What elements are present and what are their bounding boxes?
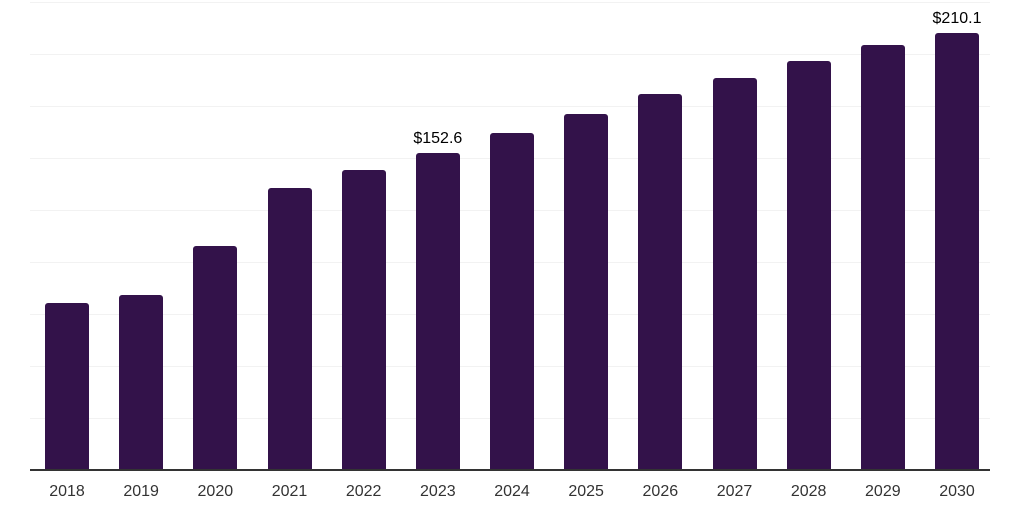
- x-tick-label-2027: 2027: [716, 483, 753, 500]
- x-tick-label-2018: 2018: [49, 483, 85, 500]
- x-tick-label-2029: 2029: [865, 483, 901, 500]
- bar-2025[interactable]: [564, 113, 609, 470]
- bar-2021[interactable]: [267, 187, 312, 470]
- bar-2028[interactable]: [786, 61, 831, 470]
- value-label-2023: $152.6: [413, 129, 463, 147]
- bar-2023[interactable]: [415, 152, 460, 470]
- x-tick-label-2022: 2022: [345, 483, 382, 500]
- x-tick-label-2021: 2021: [271, 483, 308, 500]
- bar-2019[interactable]: [119, 294, 164, 470]
- x-tick-label-2026: 2026: [642, 483, 679, 500]
- x-tick-label-2019: 2019: [123, 483, 159, 500]
- x-tick-label-2023: 2023: [420, 483, 456, 500]
- bar-2029[interactable]: [860, 45, 905, 470]
- x-tick-label-2020: 2020: [197, 483, 234, 500]
- bar-2020[interactable]: [193, 245, 238, 470]
- gridline: [30, 54, 990, 55]
- x-tick-label-2024: 2024: [494, 483, 530, 500]
- x-tick-label-2030: 2030: [939, 483, 975, 500]
- bar-2024[interactable]: [490, 133, 534, 470]
- x-tick-label-2025: 2025: [568, 483, 604, 500]
- bar-2022[interactable]: [341, 170, 386, 470]
- bar-2030[interactable]: [935, 33, 979, 470]
- value-label-2030: $210.1: [932, 10, 982, 28]
- bar-2018[interactable]: [45, 303, 89, 470]
- bar-2026[interactable]: [638, 94, 683, 470]
- gridline: [30, 106, 990, 107]
- bar-2027[interactable]: [712, 78, 757, 470]
- gridline: [30, 2, 990, 3]
- x-axis-line: [30, 469, 990, 471]
- x-tick-label-2028: 2028: [790, 483, 827, 500]
